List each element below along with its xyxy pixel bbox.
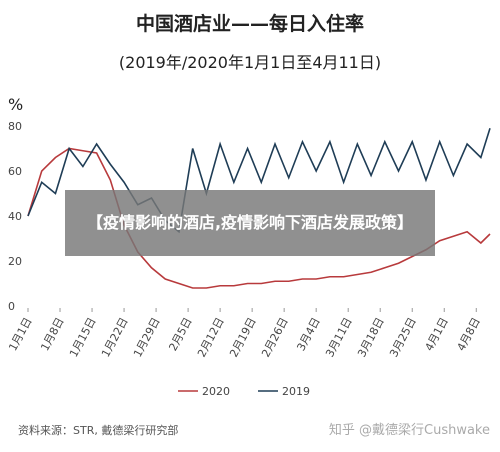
line-series xyxy=(27,128,491,234)
x-tick-label: 1月8日 xyxy=(38,315,66,353)
x-tick-label: 3月25日 xyxy=(387,315,419,359)
x-tick-label: 4月1日 xyxy=(423,315,451,353)
y-tick-label: 80 xyxy=(8,120,22,133)
legend-label: 2020 xyxy=(202,385,230,398)
x-tick-label: 2月26日 xyxy=(259,315,291,359)
chart-subtitle: (2019年/2020年1月1日至4月11日) xyxy=(119,53,381,72)
x-tick-label: 2月12日 xyxy=(195,315,227,359)
source: 资料来源：STR, 戴德梁行研究部 xyxy=(18,423,178,437)
y-tick-label: 60 xyxy=(8,165,22,178)
overlay-banner: 【疫情影响的酒店,疫情影响下酒店发展政策】 xyxy=(65,190,435,256)
x-tick-label: 3月4日 xyxy=(294,315,322,353)
x-tick-label: 3月11日 xyxy=(323,315,355,359)
chart-title: 中国酒店业——每日入住率 xyxy=(136,12,364,35)
y-tick-label: 40 xyxy=(8,210,22,223)
legend-label: 2019 xyxy=(282,385,310,398)
x-tick-label: 1月22日 xyxy=(99,315,131,359)
y-tick-label: 0 xyxy=(8,300,15,313)
x-tick-label: 1月29日 xyxy=(131,315,163,359)
x-tick-label: 4月8日 xyxy=(455,315,483,353)
x-tick-label: 1月1日 xyxy=(6,315,34,353)
x-tick-label: 2月19日 xyxy=(227,315,259,359)
x-tick-label: 1月15日 xyxy=(67,315,99,359)
y-tick-label: 20 xyxy=(8,255,22,268)
x-tick-label: 2月5日 xyxy=(166,315,194,353)
watermark: 知乎 @戴德梁行Cushwake xyxy=(329,422,490,438)
x-tick-label: 3月18日 xyxy=(355,315,387,359)
y-axis-label: % xyxy=(8,95,23,114)
